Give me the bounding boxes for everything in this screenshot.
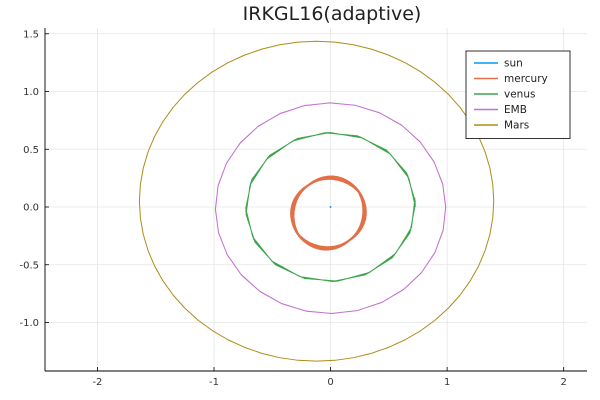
tick-labels: -2 -1 0 1 2 -1.0 -0.5 0.0 0.5 1.0 1.5 <box>19 29 566 388</box>
series-group <box>138 40 495 362</box>
x-tick-label: 1 <box>444 377 450 388</box>
legend-box <box>465 50 571 139</box>
y-tick-label: 1.0 <box>23 87 39 98</box>
y-tick-label: 1.5 <box>23 29 39 40</box>
y-tick-label: 0.0 <box>23 203 39 214</box>
legend-label-venus: venus <box>504 89 535 101</box>
series-line-venus <box>245 132 416 282</box>
y-tick-label: -1.0 <box>19 318 39 329</box>
series-line-mercury <box>290 175 367 251</box>
legend: sun mercury venus EMB Mars <box>465 50 571 139</box>
chart-title: IRKGL16(adaptive) <box>243 3 422 25</box>
legend-label-emb: EMB <box>504 104 527 116</box>
x-tick-label: -2 <box>92 377 102 388</box>
legend-label-sun: sun <box>504 58 523 70</box>
series-line-mars <box>138 40 495 362</box>
axes <box>44 28 587 372</box>
x-tick-label: 0 <box>327 377 333 388</box>
y-tick-label: -0.5 <box>19 260 39 271</box>
series-line-emb <box>214 102 447 314</box>
legend-label-mars: Mars <box>504 120 529 132</box>
x-tick-label: 2 <box>561 377 567 388</box>
y-tick-label: 0.5 <box>23 145 39 156</box>
series-line-sun <box>329 206 332 208</box>
x-tick-label: -1 <box>209 377 219 388</box>
legend-label-mercury: mercury <box>504 73 548 85</box>
